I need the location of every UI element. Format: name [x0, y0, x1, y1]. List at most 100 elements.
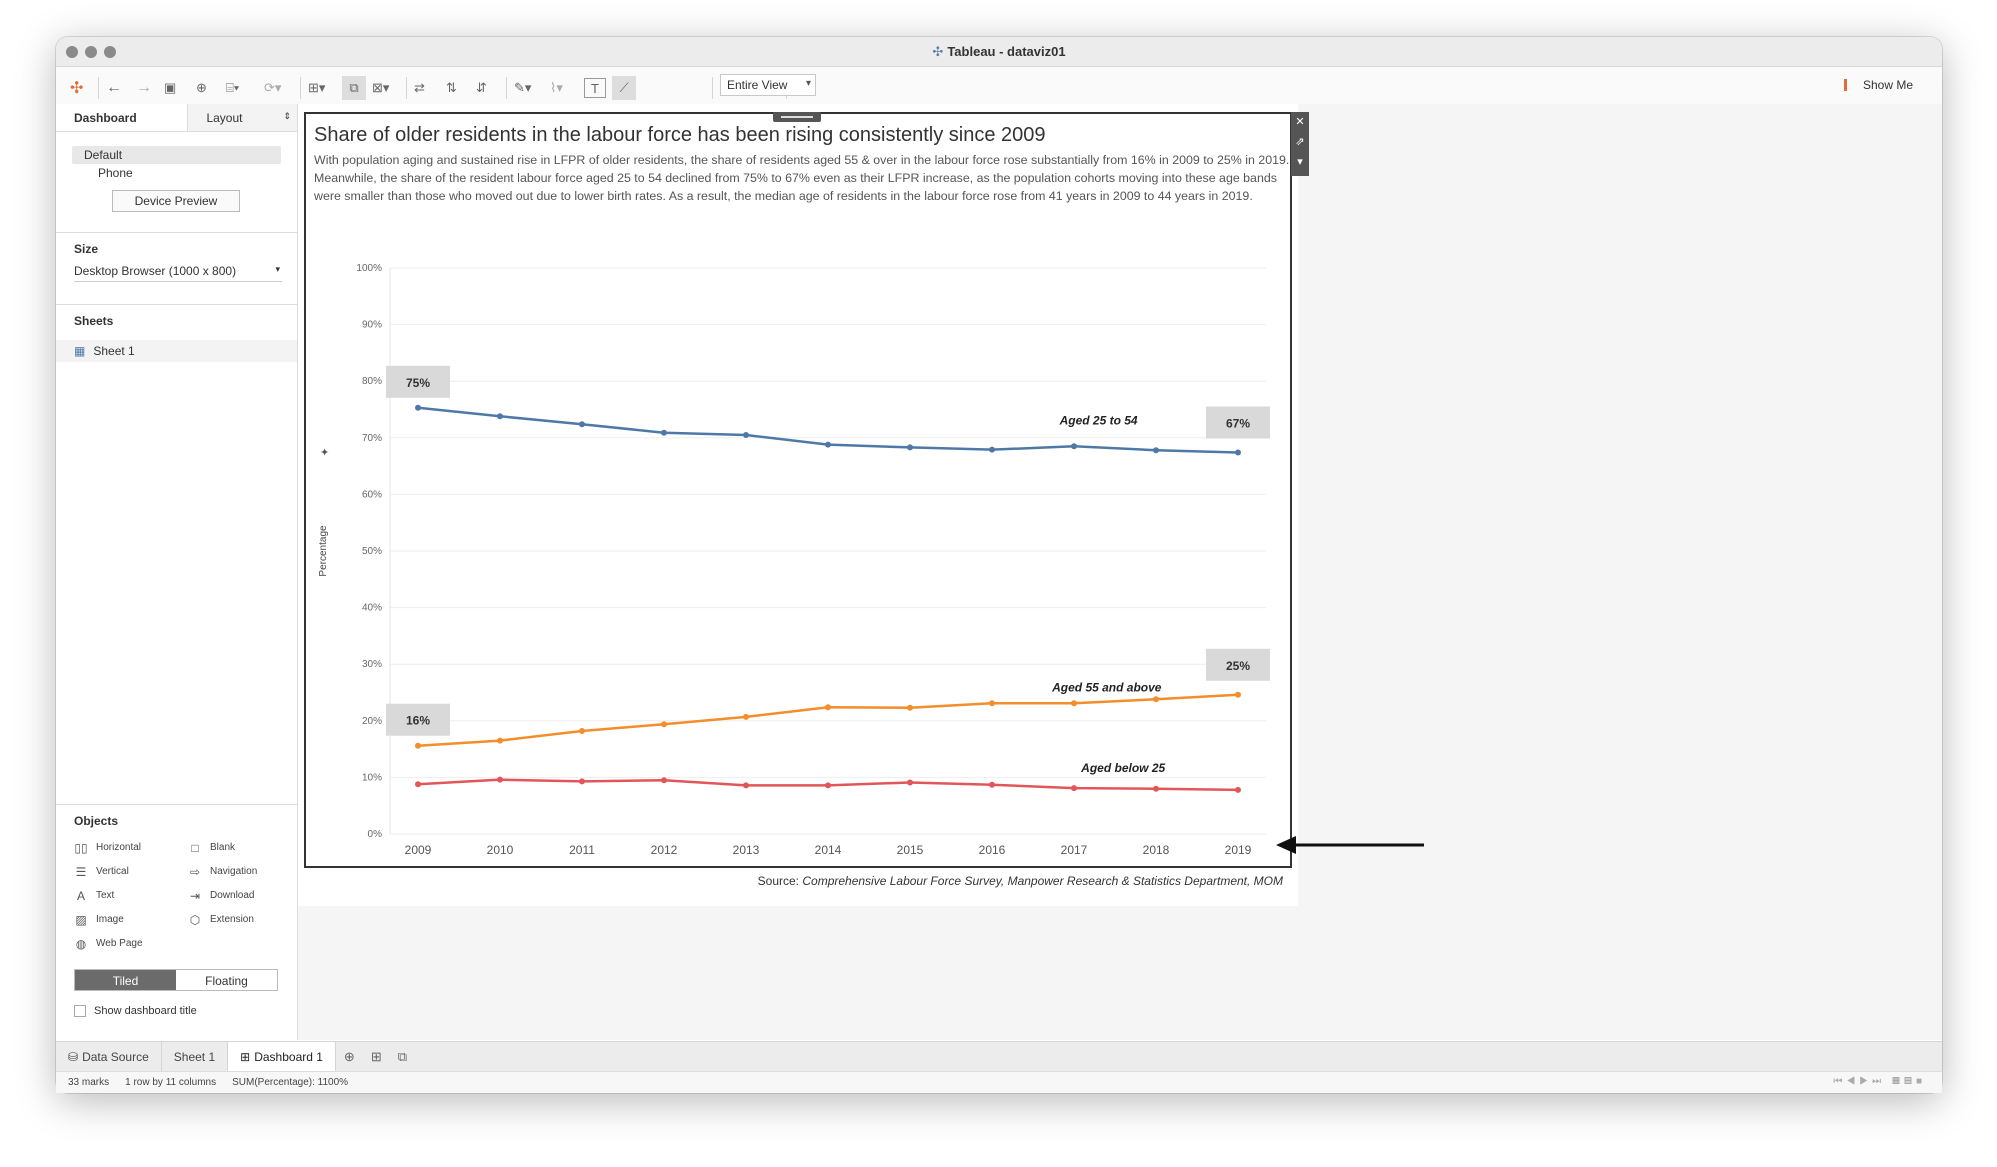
- data-point: [989, 781, 995, 788]
- more-options-icon[interactable]: ▾: [1297, 156, 1303, 168]
- data-point: [907, 779, 913, 786]
- y-tick-label: 100%: [356, 263, 382, 274]
- show-title-option[interactable]: Show dashboard title: [74, 1005, 297, 1017]
- chevron-down-icon: ▾: [805, 78, 811, 89]
- tab-layout[interactable]: Layout ⇕: [187, 104, 297, 131]
- redo-icon[interactable]: →: [136, 79, 152, 96]
- tab-data-source[interactable]: ⛁ Data Source: [56, 1041, 162, 1072]
- remove-icon[interactable]: ✕: [1295, 116, 1305, 128]
- navigation-icon: ⇨: [189, 864, 201, 879]
- zoom-window-button[interactable]: [104, 46, 116, 58]
- data-label-box: [386, 703, 450, 736]
- object-extension[interactable]: ⬡ Extension: [189, 912, 254, 927]
- series-name-label: Aged below 25: [1080, 761, 1165, 775]
- start-data-label: 75%: [406, 376, 430, 390]
- sort-descending-icon[interactable]: ⇵: [476, 80, 487, 95]
- pause-updates-icon[interactable]: ⌸▾: [226, 80, 240, 95]
- drag-handle[interactable]: [773, 112, 821, 122]
- object-vertical[interactable]: ☰ Vertical: [75, 864, 129, 879]
- y-tick-label: 10%: [362, 772, 382, 783]
- x-tick-label: 2018: [1143, 843, 1170, 857]
- device-default[interactable]: Default: [72, 146, 281, 164]
- y-tick-label: 80%: [362, 376, 382, 387]
- sheet-navigation-icon[interactable]: ⏮◀▶⏭ ▦▤■: [1833, 1076, 1926, 1087]
- floating-toggle[interactable]: Floating: [205, 974, 248, 988]
- clear-sheet-icon[interactable]: ⊠▾: [372, 80, 390, 95]
- sheets-heading: Sheets: [74, 314, 114, 328]
- minimize-window-button[interactable]: [85, 46, 97, 58]
- new-data-source-icon[interactable]: ⊕: [196, 80, 207, 95]
- sum-summary: SUM(Percentage): 1100%: [232, 1077, 349, 1088]
- fix-axes-icon[interactable]: ⟋: [612, 76, 636, 100]
- object-download[interactable]: ⇥ Download: [189, 888, 255, 903]
- end-data-label: 25%: [1226, 659, 1250, 673]
- x-tick-label: 2013: [733, 843, 760, 857]
- database-icon: ⛁: [68, 1049, 79, 1064]
- data-point: [1235, 449, 1241, 456]
- swap-rows-columns-icon[interactable]: ⇄: [414, 80, 425, 95]
- tab-dashboard[interactable]: Dashboard: [56, 104, 188, 131]
- object-blank[interactable]: □ Blank: [188, 838, 288, 857]
- data-point: [743, 782, 749, 789]
- web-page-icon: ◍: [75, 936, 87, 951]
- y-tick-label: 20%: [362, 716, 382, 727]
- tab-dashboard-1[interactable]: ⊞ Dashboard 1: [228, 1041, 336, 1072]
- show-mark-labels-icon[interactable]: T: [584, 78, 606, 98]
- new-worksheet-icon[interactable]: ⊞▾: [308, 80, 326, 95]
- group-members-icon[interactable]: ⌇▾: [550, 80, 563, 95]
- data-point: [497, 413, 503, 420]
- data-point: [661, 777, 667, 784]
- highlight-icon[interactable]: ✎▾: [514, 80, 532, 95]
- tab-sheet-1[interactable]: Sheet 1: [162, 1041, 229, 1072]
- data-point: [989, 700, 995, 707]
- data-label-box: [1206, 648, 1270, 681]
- object-navigation[interactable]: ⇨ Navigation: [189, 864, 258, 879]
- y-tick-label: 70%: [362, 433, 382, 444]
- sheet-item[interactable]: ▦ Sheet 1: [56, 340, 297, 362]
- device-phone[interactable]: Phone: [98, 166, 133, 180]
- worksheet-icon: ▦: [74, 344, 86, 358]
- data-point: [825, 782, 831, 789]
- new-story-tab-icon[interactable]: ⧉: [397, 1048, 408, 1064]
- data-point: [497, 737, 503, 744]
- object-text[interactable]: A Text: [74, 886, 188, 905]
- data-point: [1071, 700, 1077, 707]
- show-me-button[interactable]: Show Me: [1843, 78, 1913, 92]
- device-preview-button[interactable]: Device Preview: [112, 190, 240, 212]
- viz-title: Share of older residents in the labour f…: [314, 124, 1046, 146]
- data-point: [1071, 785, 1077, 792]
- x-tick-label: 2016: [979, 843, 1006, 857]
- x-tick-label: 2011: [569, 843, 595, 857]
- undo-icon[interactable]: ←: [106, 79, 122, 96]
- show-title-checkbox[interactable]: [74, 1005, 86, 1017]
- size-heading: Size: [74, 242, 99, 256]
- tableau-home-icon[interactable]: ✣: [70, 80, 84, 97]
- data-point: [743, 431, 749, 438]
- y-tick-label: 0%: [368, 829, 383, 840]
- horizontal-container-icon: ▯▯: [74, 840, 88, 855]
- sort-ascending-icon[interactable]: ⇅: [446, 80, 457, 95]
- size-select[interactable]: Desktop Browser (1000 x 800) ▾: [74, 264, 282, 282]
- new-dashboard-tab-icon[interactable]: ⊞: [370, 1048, 382, 1064]
- close-window-button[interactable]: [66, 46, 78, 58]
- save-icon[interactable]: ▣: [164, 80, 177, 95]
- x-tick-label: 2009: [405, 843, 432, 857]
- data-point: [1071, 443, 1077, 450]
- y-tick-label: 90%: [362, 320, 382, 331]
- image-icon: ▨: [75, 912, 87, 927]
- refresh-icon[interactable]: ⟳▾: [264, 80, 282, 95]
- objects-heading: Objects: [74, 814, 119, 828]
- chevron-down-icon: ▾: [275, 264, 280, 274]
- go-to-sheet-icon[interactable]: ⇗: [1295, 136, 1305, 148]
- download-icon: ⇥: [189, 888, 201, 903]
- object-horizontal[interactable]: ▯▯ Horizontal: [74, 840, 142, 855]
- data-point: [1153, 696, 1159, 703]
- tableau-logo-icon: ✣: [932, 44, 944, 59]
- x-tick-label: 2010: [487, 843, 514, 857]
- object-image[interactable]: ▨ Image: [75, 912, 124, 927]
- object-web-page[interactable]: ◍ Web Page: [75, 936, 143, 951]
- view-fit-select[interactable]: Entire View ▾: [720, 74, 816, 96]
- duplicate-sheet-icon[interactable]: ⧉: [342, 76, 366, 100]
- new-worksheet-tab-icon[interactable]: ⊕: [343, 1048, 355, 1064]
- tiled-toggle[interactable]: Tiled: [75, 970, 176, 990]
